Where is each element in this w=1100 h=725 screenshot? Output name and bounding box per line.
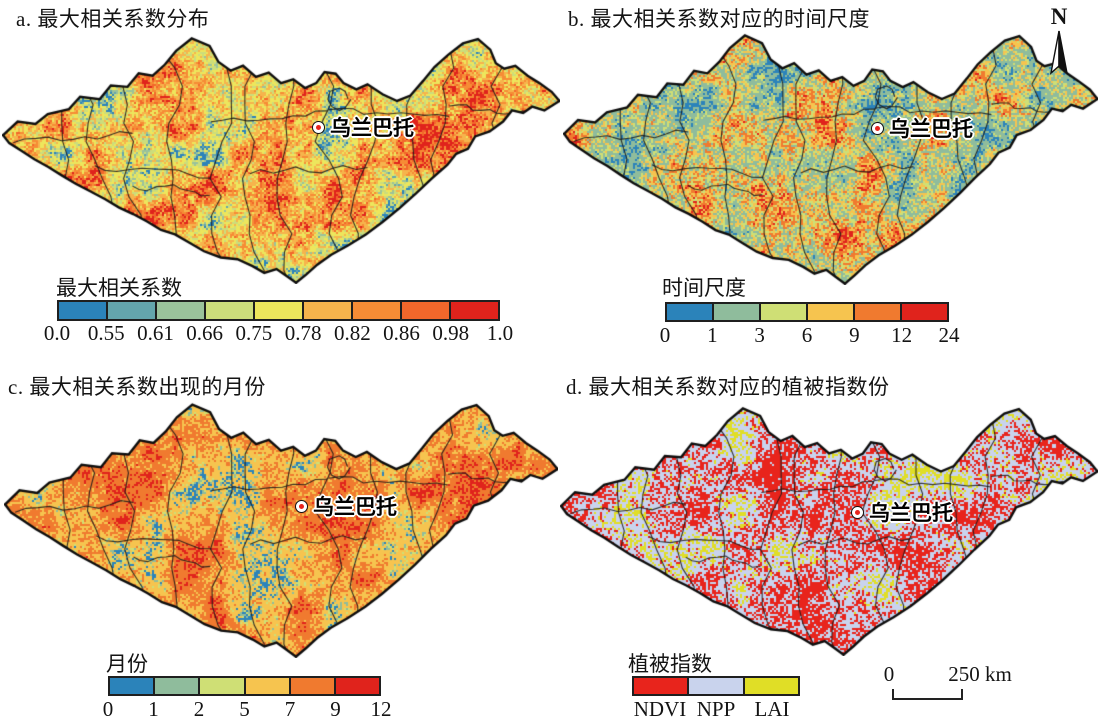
city-label: 乌兰巴托 [889, 117, 973, 141]
tick-label: NDVI [633, 697, 687, 721]
city-ulaanbaatar-c: 乌兰巴托 [295, 491, 397, 521]
tick-label: 12 [891, 323, 913, 347]
legend-b-ticks: 0 1 3 6 9 12 24 [660, 323, 960, 349]
scalebar-bracket [892, 689, 963, 700]
city-dot [855, 509, 860, 515]
colorbar-segment [759, 304, 806, 320]
colorbar-segment [333, 678, 380, 694]
colorbar-segment [351, 302, 400, 319]
colorbar-segment [634, 678, 688, 694]
city-marker-icon [295, 499, 308, 513]
colorbar-segment [253, 302, 302, 319]
tick-label: 7 [284, 697, 296, 721]
tick-label: 0.0 [43, 321, 71, 345]
city-marker-icon [851, 505, 864, 519]
tick-label: 0.55 [87, 321, 125, 345]
city-label: 乌兰巴托 [869, 501, 953, 525]
legend-b-title: 时间尺度 [662, 276, 746, 300]
colorbar-segment [687, 678, 743, 694]
city-ulaanbaatar-b: 乌兰巴托 [871, 113, 973, 143]
north-label: N [1050, 4, 1068, 29]
legend-d-ticks: NDVI NPP LAI [632, 697, 800, 723]
map-c-canvas [4, 402, 558, 658]
tick-label: 0 [659, 323, 671, 347]
colorbar-segment [59, 302, 106, 319]
tick-label: 3 [754, 323, 765, 347]
city-marker-icon [312, 120, 325, 134]
colorbar-segment [155, 302, 204, 319]
tick-label: 6 [801, 323, 813, 347]
panel-b-title: b. 最大相关系数对应的时间尺度 [568, 7, 870, 31]
tick-label: 1 [148, 697, 159, 721]
tick-label: 0 [102, 697, 114, 721]
city-label: 乌兰巴托 [313, 495, 397, 519]
colorbar-segment [853, 304, 900, 320]
city-ulaanbaatar-d: 乌兰巴托 [851, 497, 953, 527]
scalebar-zero: 0 [883, 662, 895, 686]
panel-a-title: a. 最大相关系数分布 [16, 7, 210, 31]
legend-d-title: 植被指数 [628, 652, 712, 676]
colorbar-segment [742, 678, 798, 694]
tick-label: 9 [849, 323, 860, 347]
colorbar-segment [204, 302, 253, 319]
tick-label: 0.82 [333, 321, 371, 345]
map-b-canvas [563, 33, 1098, 285]
legend-b-colorbar [665, 302, 949, 322]
tick-label: 0.98 [432, 321, 470, 345]
tick-label: 9 [330, 697, 341, 721]
legend-a-title: 最大相关系数 [56, 276, 182, 300]
tick-label: 5 [239, 697, 250, 721]
tick-label: 0.61 [137, 321, 174, 345]
tick-label: 2 [193, 697, 205, 721]
colorbar-segment [243, 678, 289, 694]
colorbar-segment [667, 304, 712, 320]
tick-label: 24 [938, 323, 960, 347]
colorbar-segment [153, 678, 199, 694]
legend-c-title: 月份 [106, 652, 148, 676]
colorbar-segment [712, 304, 759, 320]
colorbar-segment [106, 302, 155, 319]
colorbar-segment [900, 304, 947, 320]
tick-label: NPP [696, 697, 736, 721]
city-dot [299, 503, 304, 509]
tick-label: 0.66 [186, 321, 224, 345]
legend-c-ticks: 0 1 2 5 7 9 12 [103, 697, 392, 723]
city-label: 乌兰巴托 [330, 116, 414, 140]
tick-label: 0.78 [284, 321, 322, 345]
tick-label: LAI [754, 697, 790, 721]
tick-label: 12 [370, 697, 392, 721]
city-dot [316, 124, 321, 130]
colorbar-segment [288, 678, 334, 694]
map-d-canvas [560, 406, 1098, 656]
tick-label: 1 [707, 323, 718, 347]
colorbar-segment [110, 678, 154, 694]
city-dot [875, 125, 880, 131]
colorbar-segment [400, 302, 449, 319]
legend-c-colorbar [108, 676, 381, 696]
legend-a-ticks: 0.0 0.55 0.61 0.66 0.75 0.78 0.82 0.86 0.98 1.0 [44, 321, 513, 347]
panel-d-title: d. 最大相关系数对应的植被指数份 [566, 375, 890, 399]
panel-c-title: c. 最大相关系数出现的月份 [8, 375, 266, 399]
city-ulaanbaatar-a: 乌兰巴托 [312, 112, 414, 142]
colorbar-segment [302, 302, 351, 319]
map-a-canvas [2, 36, 560, 284]
colorbar-segment [806, 304, 853, 320]
city-marker-icon [871, 121, 884, 135]
colorbar-segment [449, 302, 498, 319]
legend-d-colorbar [632, 676, 800, 696]
scalebar-distance: 250 km [948, 662, 1012, 686]
tick-label: 1.0 [486, 321, 514, 345]
tick-label: 0.75 [235, 321, 273, 345]
north-arrow-icon [1049, 30, 1069, 75]
legend-a-colorbar [57, 300, 500, 321]
tick-label: 0.86 [383, 321, 420, 345]
colorbar-segment [198, 678, 244, 694]
